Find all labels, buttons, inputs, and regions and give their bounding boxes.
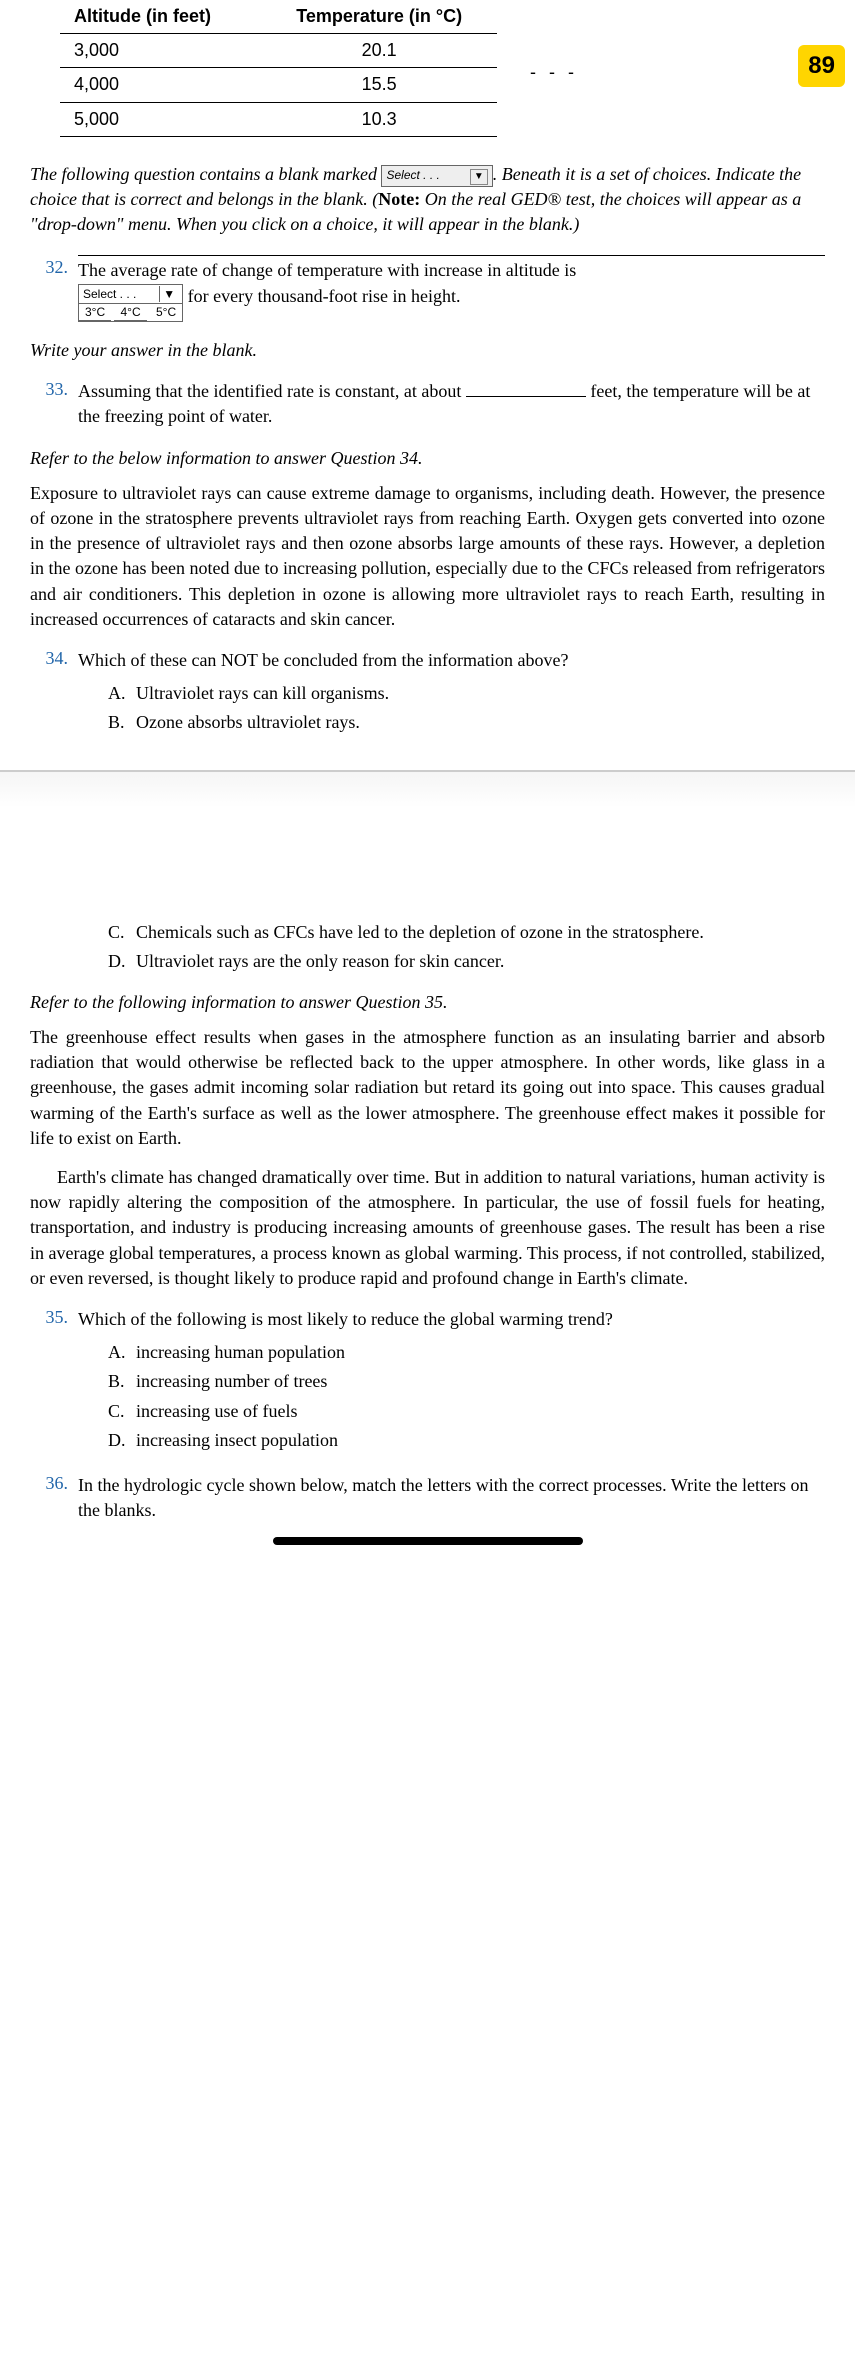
passage-ozone: Exposure to ultraviolet rays can cause e…: [30, 481, 825, 632]
refer-heading-34: Refer to the below information to answer…: [30, 446, 825, 471]
answer-choice[interactable]: B.Ozone absorbs ultraviolet rays.: [108, 710, 825, 735]
dropdown-arrow-icon: ▼: [470, 169, 488, 185]
answer-choice[interactable]: D.increasing insect population: [108, 1428, 825, 1453]
dropdown-instructions: The following question contains a blank …: [30, 162, 825, 238]
answer-choice[interactable]: A.Ultraviolet rays can kill organisms.: [108, 681, 825, 706]
question-32: 32. The average rate of change of temper…: [40, 255, 825, 322]
select-widget-example: Select . . .▼: [381, 165, 492, 187]
table-row: 5,000 10.3: [60, 102, 497, 136]
fill-in-blank[interactable]: [466, 379, 586, 397]
page-number-badge: 89: [798, 45, 845, 87]
question-text: The average rate of change of temperatur…: [78, 260, 576, 280]
passage-greenhouse-2: Earth's climate has changed dramatically…: [30, 1165, 825, 1291]
question-stem: Which of the following is most likely to…: [78, 1309, 613, 1329]
question-number: 35.: [40, 1305, 78, 1457]
table-header-temperature: Temperature (in °C): [261, 0, 497, 34]
page-break: [0, 770, 855, 890]
question-36: 36. In the hydrologic cycle shown below,…: [40, 1471, 825, 1523]
dropdown-arrow-icon[interactable]: ▼: [159, 286, 178, 303]
question-number: 32.: [40, 255, 78, 322]
question-text: for every thousand-foot rise in height.: [188, 286, 461, 306]
passage-greenhouse-1: The greenhouse effect results when gases…: [30, 1025, 825, 1151]
refer-heading-35: Refer to the following information to an…: [30, 990, 825, 1015]
dropdown-option[interactable]: 3°C: [79, 304, 111, 321]
question-34: 34. Which of these can NOT be concluded …: [40, 646, 825, 740]
answer-choice[interactable]: C.increasing use of fuels: [108, 1399, 825, 1424]
question-number: 34.: [40, 646, 78, 740]
question-33: 33. Assuming that the identified rate is…: [40, 377, 825, 429]
question-35: 35. Which of the following is most likel…: [40, 1305, 825, 1457]
answer-choice[interactable]: A.increasing human population: [108, 1340, 825, 1365]
write-answer-heading: Write your answer in the blank.: [30, 338, 825, 363]
answer-choice[interactable]: C.Chemicals such as CFCs have led to the…: [108, 920, 825, 945]
question-stem: Which of these can NOT be concluded from…: [78, 650, 569, 670]
dropdown-option[interactable]: 5°C: [150, 304, 182, 320]
question-stem: In the hydrologic cycle shown below, mat…: [78, 1475, 809, 1520]
table-row: 4,000 15.5: [60, 68, 497, 102]
question-number: 33.: [40, 377, 78, 429]
bottom-handle-bar: [273, 1537, 583, 1545]
decorative-dashes: - - -: [530, 60, 578, 85]
altitude-temperature-table: Altitude (in feet) Temperature (in °C) 3…: [60, 0, 497, 137]
answer-choice[interactable]: D.Ultraviolet rays are the only reason f…: [108, 949, 825, 974]
answer-choice[interactable]: B.increasing number of trees: [108, 1369, 825, 1394]
dropdown-option[interactable]: 4°C: [114, 304, 146, 321]
question-number: 36.: [40, 1471, 78, 1523]
question-text: Assuming that the identified rate is con…: [78, 381, 466, 401]
table-header-altitude: Altitude (in feet): [60, 0, 261, 34]
table-row: 3,000 20.1: [60, 34, 497, 68]
q32-dropdown[interactable]: Select . . .▼ 3°C 4°C 5°C: [78, 284, 183, 323]
